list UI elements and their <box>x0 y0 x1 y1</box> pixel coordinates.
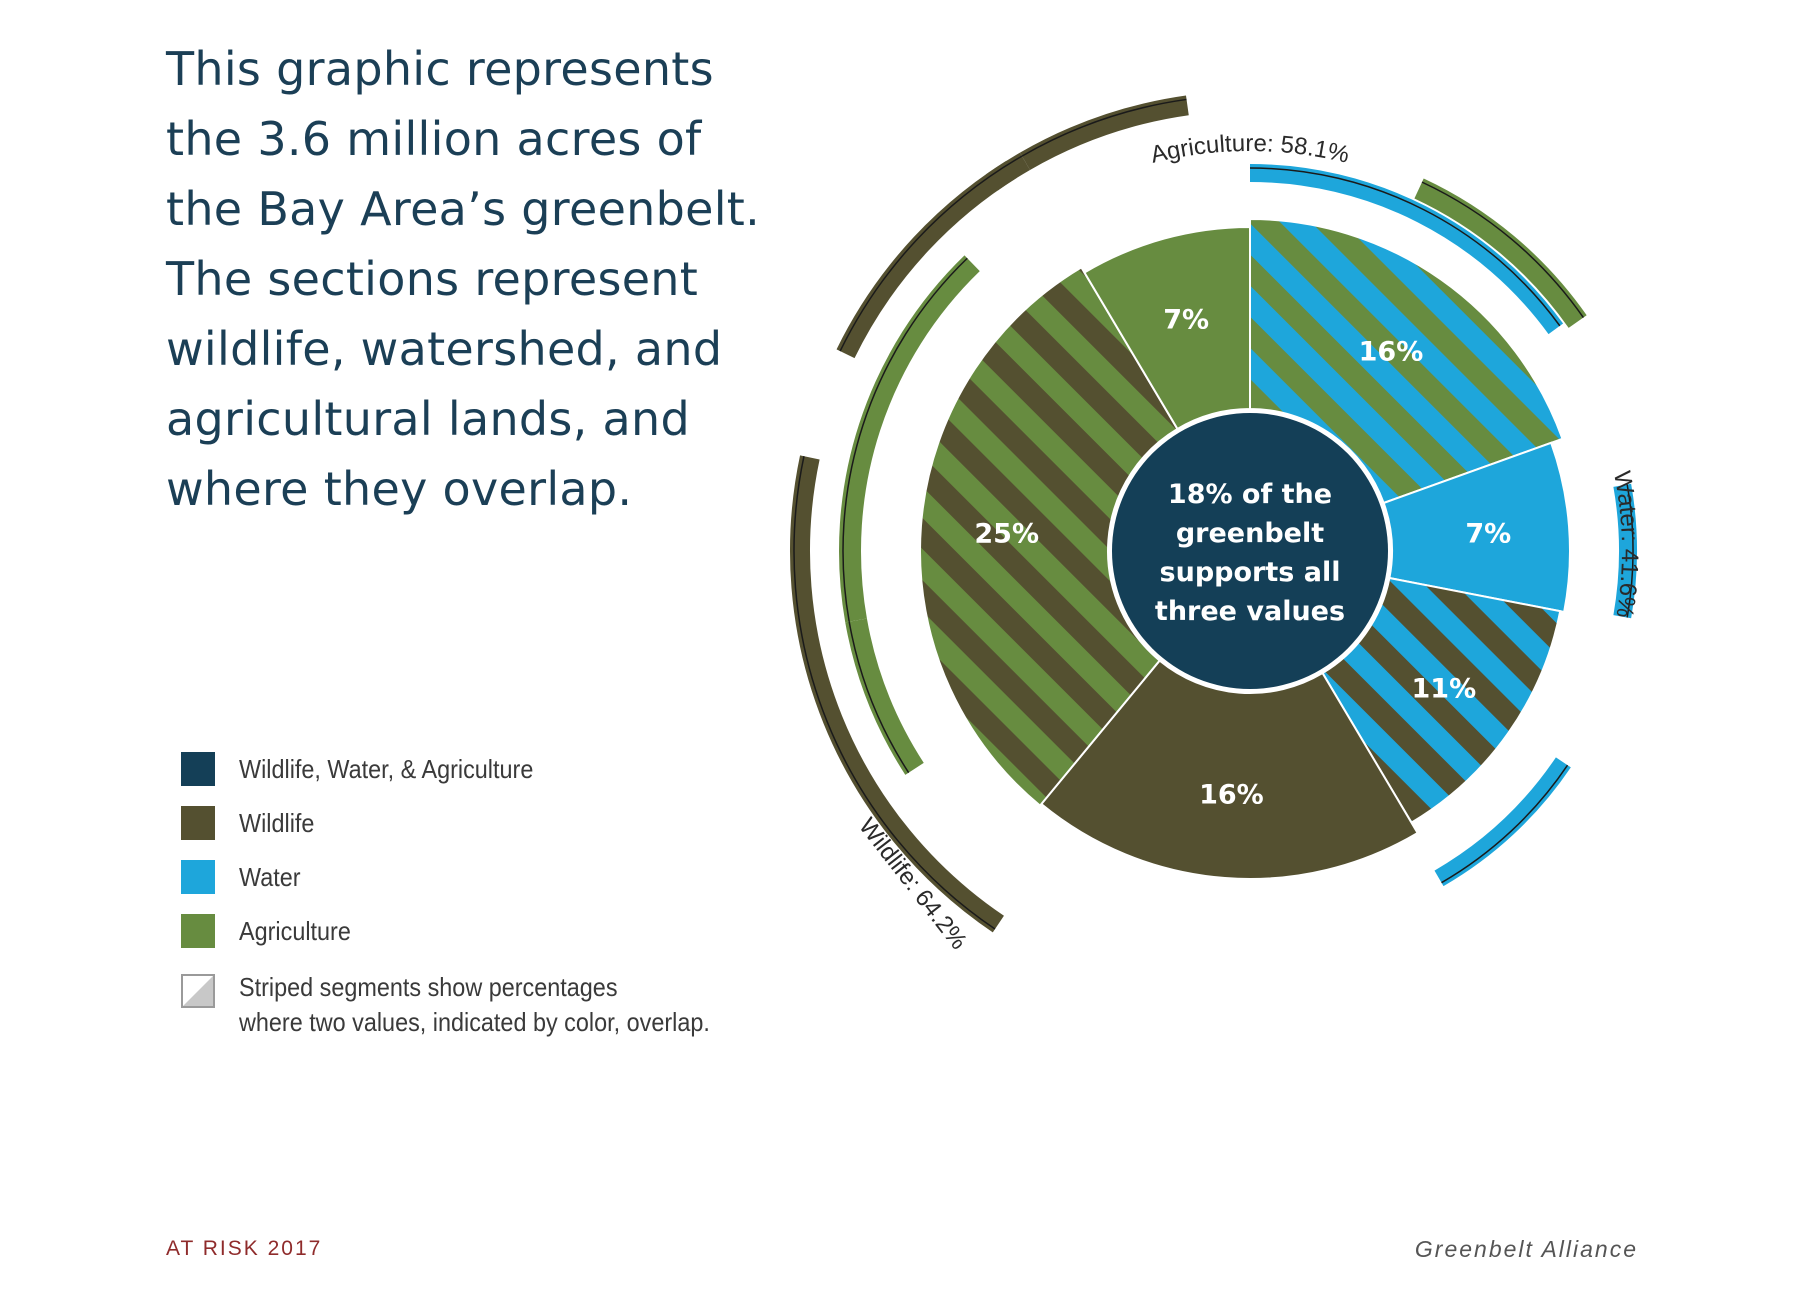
water-total-ring <box>1613 483 1637 619</box>
legend-label: Agriculture <box>239 916 351 946</box>
legend-label: Wildlife, Water, & Agriculture <box>239 754 534 784</box>
segment-value-label: 7% <box>1163 305 1209 336</box>
center-disk <box>1112 413 1388 689</box>
headline-line: the 3.6 million acres of <box>166 112 702 166</box>
water-total-ring-rule <box>1249 167 1561 327</box>
footer-organization: Greenbelt Alliance <box>1414 1236 1638 1262</box>
wildlife-total-ring-rule <box>839 155 1023 352</box>
center-label-line: 18% of the <box>1168 479 1332 510</box>
segment-value-label: 11% <box>1412 673 1477 704</box>
legend-swatch <box>181 806 215 840</box>
total-rings-layer: Agriculture: 58.1%Water: 41.6%Wildlife: … <box>790 95 1643 955</box>
water-total-ring <box>1249 164 1564 335</box>
water-total-label: Water: 41.6% <box>1608 469 1643 620</box>
center-label-line: greenbelt <box>1176 518 1324 549</box>
agriculture-total-ring-rule <box>1421 181 1585 318</box>
headline-line: agricultural lands, and <box>166 392 690 446</box>
water-total-ring <box>1434 757 1571 887</box>
center-label-line: supports all <box>1160 557 1341 588</box>
legend-note-line: Striped segments show percentages <box>239 972 618 1002</box>
center-layer: 18% of the greenbelt supports all three val… <box>1108 409 1392 693</box>
wildlife-total-ring-rule <box>793 456 996 930</box>
segment-value-label: 16% <box>1199 779 1264 810</box>
legend-label: Wildlife <box>239 808 315 838</box>
wildlife-total-ring <box>1020 95 1189 170</box>
agriculture-total-ring <box>845 618 924 775</box>
headline-line: where they overlap. <box>166 462 633 516</box>
wildlife-total-ring <box>836 152 1031 359</box>
headline-line: the Bay Area’s greenbelt. <box>166 182 761 236</box>
water-total-ring-rule <box>1441 764 1569 884</box>
segments-layer: 16% 7% 11% 16% 25% 7% <box>919 217 1571 880</box>
legend-label: Water <box>239 862 301 892</box>
wildlife-total-ring-rule <box>1021 98 1187 157</box>
headline-line: wildlife, watershed, and <box>166 322 723 376</box>
agriculture-total-ring <box>1414 178 1587 328</box>
agriculture-total-label: Agriculture: 58.1% <box>1148 130 1352 169</box>
segment-value-label: 7% <box>1465 519 1511 550</box>
legend-swatch <box>181 752 215 786</box>
legend-note-line: where two values, indicated by color, ov… <box>239 1007 710 1037</box>
footer-publication: AT RISK 2017 <box>166 1237 323 1260</box>
legend-swatch <box>181 860 215 894</box>
legend-swatch <box>181 914 215 948</box>
water-total-ring-rule <box>1626 484 1634 618</box>
center-label-line: three values <box>1155 596 1345 627</box>
headline: This graphic represents the 3.6 million … <box>166 34 786 524</box>
wildlife-total-ring <box>790 455 1004 933</box>
headline-line: This graphic represents <box>166 42 714 96</box>
segment-value-label: 16% <box>1359 337 1424 368</box>
agriculture-total-ring-rule <box>842 257 968 622</box>
segment-value-label: 25% <box>974 518 1039 549</box>
legend-note: Striped segments show percentages where … <box>239 970 710 1040</box>
headline-line: The sections represent <box>166 252 699 306</box>
striped-swatch-icon <box>181 974 215 1008</box>
agriculture-total-ring <box>839 255 980 623</box>
agriculture-total-ring-rule <box>848 621 910 774</box>
